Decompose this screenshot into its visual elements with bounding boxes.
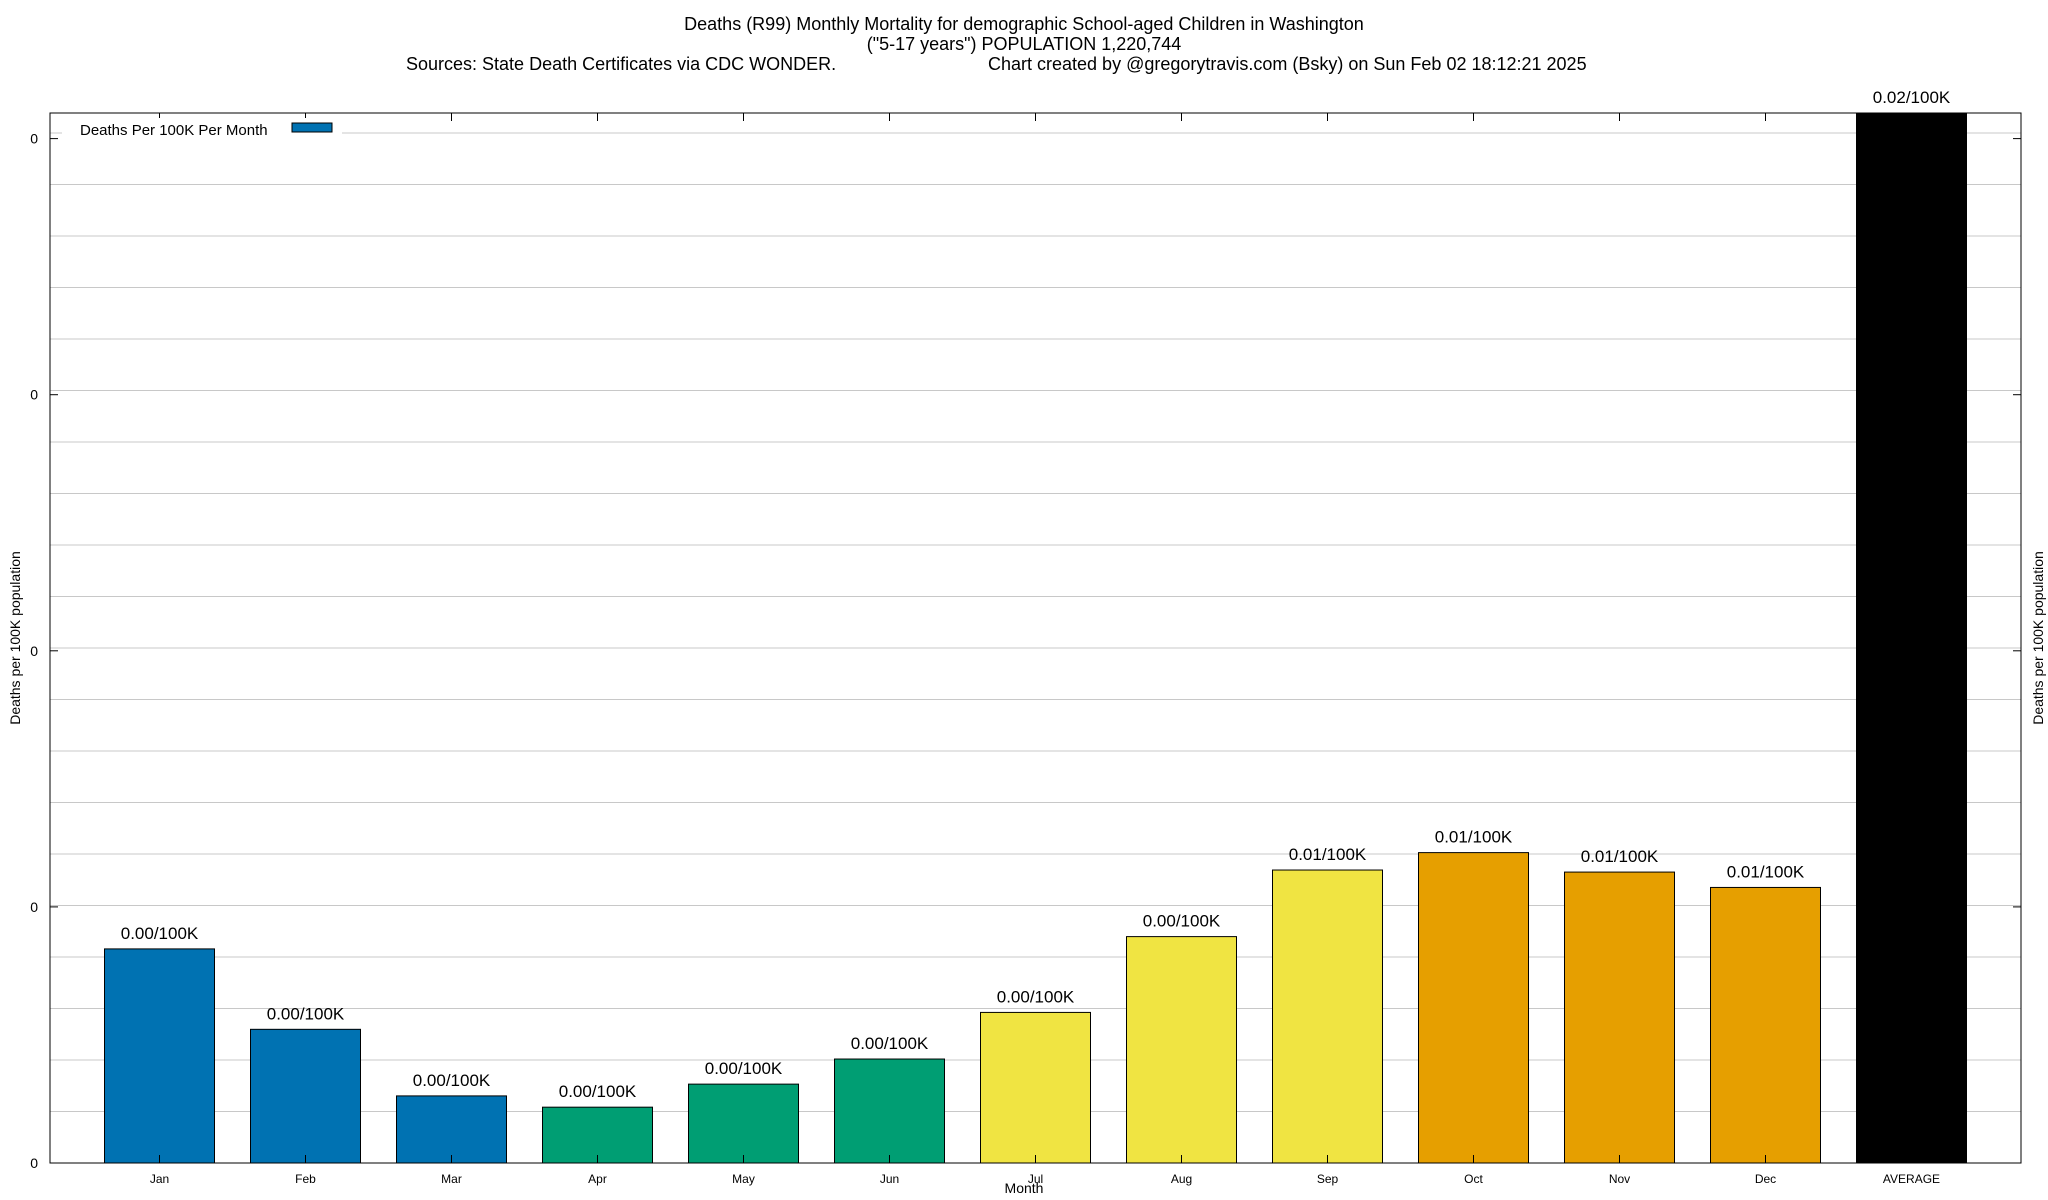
bar-dec [1710,886,1821,1164]
y-tick-label: 0 [30,131,38,147]
bar-jun [834,1058,945,1164]
bar-apr [542,1106,653,1164]
x-tick-label: Jul [1028,1172,1043,1186]
bar-data-label: 0.01/100K [1435,828,1513,847]
x-tick-label: Oct [1464,1172,1483,1186]
bar-data-label: 0.01/100K [1289,845,1367,864]
y-tick-label: 0 [30,387,38,403]
bar-data-label: 0.01/100K [1581,847,1659,866]
legend-swatch [291,122,333,133]
legend-label: Deaths Per 100K Per Month [80,122,268,139]
bar-data-label: 0.02/100K [1873,88,1951,107]
bar-data-label: 0.00/100K [413,1071,491,1090]
x-tick-label: May [732,1172,755,1186]
plot-border [49,112,2022,1164]
chart-title: Deaths (R99) Monthly Mortality for demog… [684,14,1364,34]
x-tick-label: Sep [1317,1172,1339,1186]
bar-data-label: 0.00/100K [851,1034,929,1053]
chart-subtitle: ("5-17 years") POPULATION 1,220,744 [866,34,1182,54]
bar-data-label: 0.00/100K [997,987,1075,1006]
bar-feb [250,1028,361,1164]
bar-oct [1418,852,1529,1164]
bar-data-label: 0.00/100K [121,924,199,943]
x-tick-label: Feb [295,1172,316,1186]
x-tick-label: Apr [588,1172,607,1186]
x-tick-label: AVERAGE [1883,1172,1940,1186]
bar-mar [396,1095,507,1164]
bar-sep [1272,869,1383,1164]
y-tick-label: 0 [30,643,38,659]
chart-sources: Sources: State Death Certificates via CD… [406,54,837,74]
bar-jul [980,1011,1091,1164]
bar-average [1856,112,1967,1164]
bar-data-label: 0.00/100K [267,1004,345,1023]
bar-may [688,1083,799,1164]
x-tick-label: Nov [1609,1172,1630,1186]
x-tick-label: Jun [880,1172,899,1186]
bar-aug [1126,936,1237,1164]
y-tick-label: 0 [30,1155,38,1171]
x-tick-label: Mar [441,1172,462,1186]
chart-credit: Chart created by @gregorytravis.com (Bsk… [988,54,1587,74]
x-tick-label: Dec [1755,1172,1776,1186]
bar-jan [104,948,215,1164]
x-axis-title: Month [1004,1180,1044,1196]
bar-nov [1564,871,1675,1164]
bar-data-label: 0.00/100K [705,1059,783,1078]
bar-data-label: 0.00/100K [1143,912,1221,931]
x-tick-label: Jan [150,1172,169,1186]
bar-data-label: 0.01/100K [1727,862,1805,881]
bar-data-label: 0.00/100K [559,1082,637,1101]
y-tick-label: 0 [30,899,38,915]
x-tick-label: Aug [1171,1172,1192,1186]
